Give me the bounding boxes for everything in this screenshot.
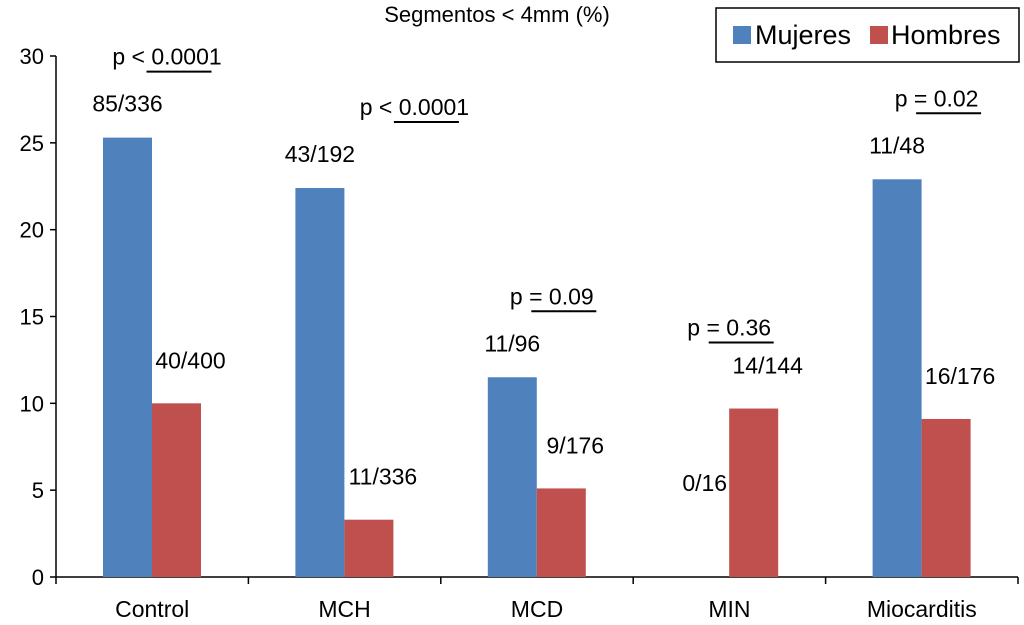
data-label-mujeres: 43/192 — [285, 141, 355, 167]
axes: 0 5 10 15 20 25 30 Control MCH MCD MIN Miocarditis — [20, 44, 1019, 622]
p-value-label: p = 0.02 — [895, 85, 979, 111]
bar-hombres — [921, 418, 971, 577]
y-tick-label: 5 — [32, 478, 44, 503]
chart-title: Segmentos < 4mm (%) — [384, 2, 610, 27]
p-value-label: p < 0.0001 — [360, 94, 469, 120]
y-tick-label: 20 — [20, 218, 44, 243]
x-tick-label: Miocarditis — [867, 596, 977, 622]
data-label-mujeres: 0/16 — [682, 470, 727, 496]
y-tick-label: 15 — [20, 305, 44, 330]
legend-label-hombres: Hombres — [891, 20, 1001, 50]
bar-hombres — [152, 403, 201, 577]
legend-swatch-hombres — [870, 26, 888, 44]
legend: Mujeres Hombres — [715, 7, 1020, 63]
data-label-hombres: 9/176 — [547, 432, 605, 458]
data-label-hombres: 40/400 — [155, 347, 225, 373]
data-label-hombres: 16/176 — [925, 363, 995, 389]
bar-mujeres — [487, 377, 537, 577]
bar-hombres — [344, 519, 394, 577]
y-tick-label: 30 — [20, 44, 44, 69]
data-label-hombres: 11/336 — [349, 464, 418, 490]
bars — [103, 137, 971, 577]
data-label-hombres: 14/144 — [733, 353, 804, 379]
data-label-mujeres: 11/48 — [869, 132, 925, 158]
x-tick-label: Control — [115, 596, 189, 622]
p-value-label: p = 0.36 — [687, 315, 771, 341]
x-tick-label: MIN — [708, 596, 750, 622]
y-tick-label: 0 — [32, 565, 44, 590]
bar-hombres — [729, 408, 779, 577]
bar-mujeres — [295, 187, 345, 577]
x-tick-label: MCH — [318, 596, 370, 622]
bar-hombres — [536, 488, 586, 577]
y-tick-label: 25 — [20, 131, 44, 156]
p-value-label: p = 0.09 — [510, 283, 594, 309]
bar-mujeres — [103, 137, 152, 577]
legend-box — [715, 7, 1020, 63]
p-value-label: p < 0.0001 — [112, 44, 221, 70]
data-label-mujeres: 85/336 — [92, 91, 162, 117]
legend-swatch-mujeres — [733, 26, 751, 44]
x-tick-label: MCD — [511, 596, 563, 622]
y-tick-label: 10 — [20, 391, 44, 416]
data-label-mujeres: 11/96 — [484, 330, 540, 356]
bar-mujeres — [872, 179, 922, 577]
legend-label-mujeres: Mujeres — [755, 20, 851, 50]
